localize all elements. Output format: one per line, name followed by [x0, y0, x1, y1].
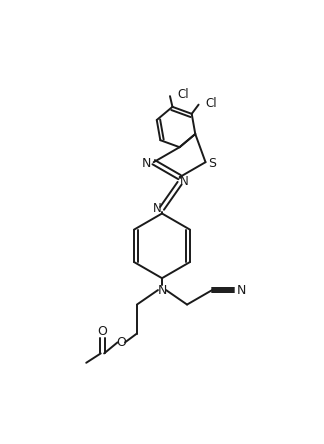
Text: N: N	[153, 202, 161, 215]
Text: N: N	[180, 175, 189, 188]
Text: N: N	[157, 284, 167, 297]
Text: O: O	[117, 336, 127, 349]
Text: Cl: Cl	[178, 87, 189, 101]
Text: N: N	[142, 157, 151, 170]
Text: O: O	[98, 325, 107, 338]
Text: S: S	[208, 157, 216, 170]
Text: N: N	[237, 284, 246, 297]
Text: Cl: Cl	[205, 97, 217, 110]
